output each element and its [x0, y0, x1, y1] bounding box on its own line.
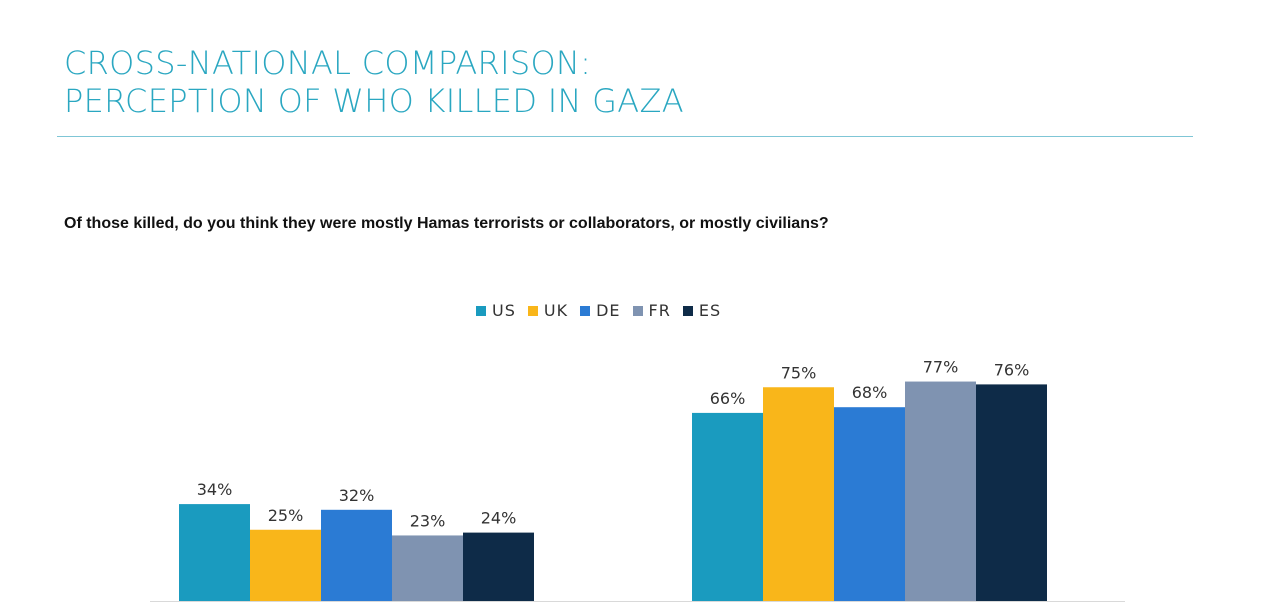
legend-item-de: DE [580, 301, 620, 320]
legend-item-us: US [476, 301, 516, 320]
bar-fr-group-2 [905, 381, 976, 601]
data-label-us-group-2: 66% [710, 389, 746, 408]
data-label-uk-group-1: 25% [268, 506, 304, 525]
data-label-de-group-2: 68% [852, 383, 888, 402]
bar-us-group-2 [692, 412, 763, 601]
data-label-de-group-1: 32% [339, 486, 375, 505]
bar-es-group-2 [976, 384, 1047, 601]
data-label-fr-group-2: 77% [923, 358, 959, 377]
bar-de-group-2 [834, 407, 905, 601]
legend-swatch-us [476, 305, 486, 316]
legend-swatch-de [580, 305, 591, 316]
title-line-1: CROSS-NATIONAL COMPARISON: [64, 44, 592, 82]
data-label-us-group-1: 34% [197, 480, 233, 499]
legend-label-de: DE [596, 301, 621, 320]
bar-us-group-1 [179, 504, 250, 601]
legend-item-fr: FR [632, 301, 671, 320]
legend-label-us: US [492, 301, 516, 320]
page-title: CROSS-NATIONAL COMPARISON: PERCEPTION OF… [64, 44, 684, 120]
data-label-es-group-2: 76% [994, 360, 1030, 379]
data-label-es-group-1: 24% [481, 509, 517, 528]
bar-es-group-1 [463, 532, 534, 601]
legend-item-uk: UK [527, 301, 569, 320]
bar-de-group-1 [321, 509, 392, 601]
title-divider [57, 136, 1193, 137]
legend-item-es: ES [682, 301, 722, 320]
bar-uk-group-1 [250, 529, 321, 601]
legend-swatch-uk [527, 305, 538, 316]
chart-legend: US UK DE FR ES [476, 301, 721, 320]
bar-fr-group-1 [392, 535, 463, 601]
legend-label-fr: FR [648, 301, 671, 320]
survey-question: Of those killed, do you think they were … [64, 215, 829, 232]
data-label-fr-group-1: 23% [410, 511, 446, 530]
legend-label-es: ES [698, 301, 722, 320]
bar-uk-group-2 [763, 387, 834, 601]
title-line-2: PERCEPTION OF WHO KILLED IN GAZA [64, 82, 684, 120]
data-label-uk-group-2: 75% [781, 363, 817, 382]
legend-swatch-fr [632, 305, 643, 316]
legend-swatch-es [682, 305, 693, 316]
legend-label-uk: UK [543, 301, 569, 320]
